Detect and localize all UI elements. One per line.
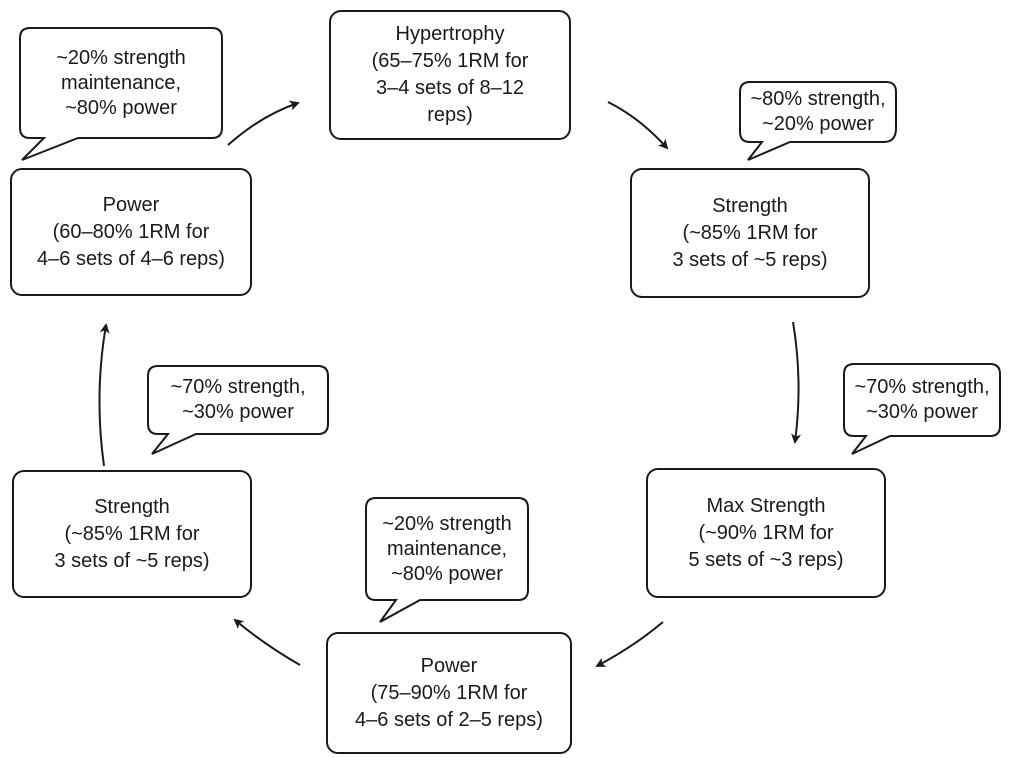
- phase-power-a: Power (60–80% 1RM for 4–6 sets of 4–6 re…: [10, 168, 252, 296]
- ratio-bottom-line-2: maintenance,: [386, 537, 508, 560]
- ratio-top-right-line-1: ~80% strength,: [750, 88, 886, 110]
- arrow-power-to-hypertrophy: [227, 100, 300, 146]
- phase-power-a-intensity: (60–80% 1RM for: [52, 220, 210, 243]
- ratio-top-right: ~80% strength, ~20% power: [740, 82, 896, 142]
- arrow-max-strength-to-power: [595, 621, 664, 667]
- arrow-strength-to-power: [98, 323, 110, 467]
- phase-strength-b-title: Strength: [94, 495, 170, 518]
- phase-max-strength-intensity: (~90% 1RM for: [698, 521, 834, 544]
- phase-power-b: Power (75–90% 1RM for 4–6 sets of 2–5 re…: [326, 632, 572, 754]
- phase-power-b-title: Power: [420, 654, 478, 677]
- phase-strength-a-intensity: (~85% 1RM for: [682, 221, 818, 244]
- ratio-left-line-2: ~30% power: [182, 401, 294, 423]
- phase-strength-b-intensity: (~85% 1RM for: [64, 522, 200, 545]
- arrow-strength-to-max-strength: [791, 321, 802, 444]
- ratio-bottom-line-3: ~80% power: [391, 562, 503, 585]
- phase-hypertrophy-title: Hypertrophy: [395, 23, 505, 45]
- bubble-right: [843, 363, 1001, 455]
- bubble-top-left: [19, 27, 223, 161]
- phase-power-a-sets: 4–6 sets of 4–6 reps): [37, 247, 225, 270]
- bubble-left: [147, 365, 329, 455]
- bubble-top-right: [739, 81, 897, 161]
- phase-strength-b: Strength (~85% 1RM for 3 sets of ~5 reps…: [12, 470, 252, 598]
- phase-power-b-sets: 4–6 sets of 2–5 reps): [355, 708, 543, 731]
- ratio-right-line-1: ~70% strength,: [854, 376, 990, 398]
- phase-strength-a-title: Strength: [712, 194, 788, 217]
- ratio-top-right-line-2: ~20% power: [762, 113, 874, 135]
- phase-max-strength-sets: 5 sets of ~3 reps): [688, 548, 844, 571]
- phase-power-a-title: Power: [102, 193, 160, 216]
- ratio-right-line-2: ~30% power: [866, 401, 978, 423]
- ratio-left: ~70% strength, ~30% power: [148, 366, 328, 434]
- phase-strength-a-sets: 3 sets of ~5 reps): [672, 248, 828, 271]
- phase-strength-a: Strength (~85% 1RM for 3 sets of ~5 reps…: [630, 168, 870, 298]
- ratio-top-left: ~20% strength maintenance, ~80% power: [20, 28, 222, 138]
- ratio-top-left-line-2: maintenance,: [60, 71, 182, 94]
- arrow-power-to-strength: [233, 618, 301, 666]
- ratio-bottom-line-1: ~20% strength: [382, 512, 512, 535]
- phase-hypertrophy-reps: reps): [427, 104, 473, 126]
- ratio-right: ~70% strength, ~30% power: [844, 364, 1000, 436]
- phase-max-strength-title: Max Strength: [706, 494, 826, 517]
- phase-hypertrophy-intensity: (65–75% 1RM for: [371, 50, 529, 72]
- phase-hypertrophy: Hypertrophy (65–75% 1RM for 3–4 sets of …: [329, 10, 571, 140]
- phase-power-b-intensity: (75–90% 1RM for: [370, 681, 528, 704]
- phase-hypertrophy-sets: 3–4 sets of 8–12: [376, 77, 524, 99]
- ratio-top-left-line-3: ~80% power: [65, 96, 177, 119]
- phase-max-strength: Max Strength (~90% 1RM for 5 sets of ~3 …: [646, 468, 886, 598]
- arrow-hypertrophy-to-strength: [607, 101, 669, 150]
- ratio-top-left-line-1: ~20% strength: [56, 46, 186, 69]
- ratio-left-line-1: ~70% strength,: [170, 376, 306, 398]
- phase-strength-b-sets: 3 sets of ~5 reps): [54, 549, 210, 572]
- ratio-bottom: ~20% strength maintenance, ~80% power: [366, 498, 528, 600]
- bubble-bottom: [365, 497, 529, 623]
